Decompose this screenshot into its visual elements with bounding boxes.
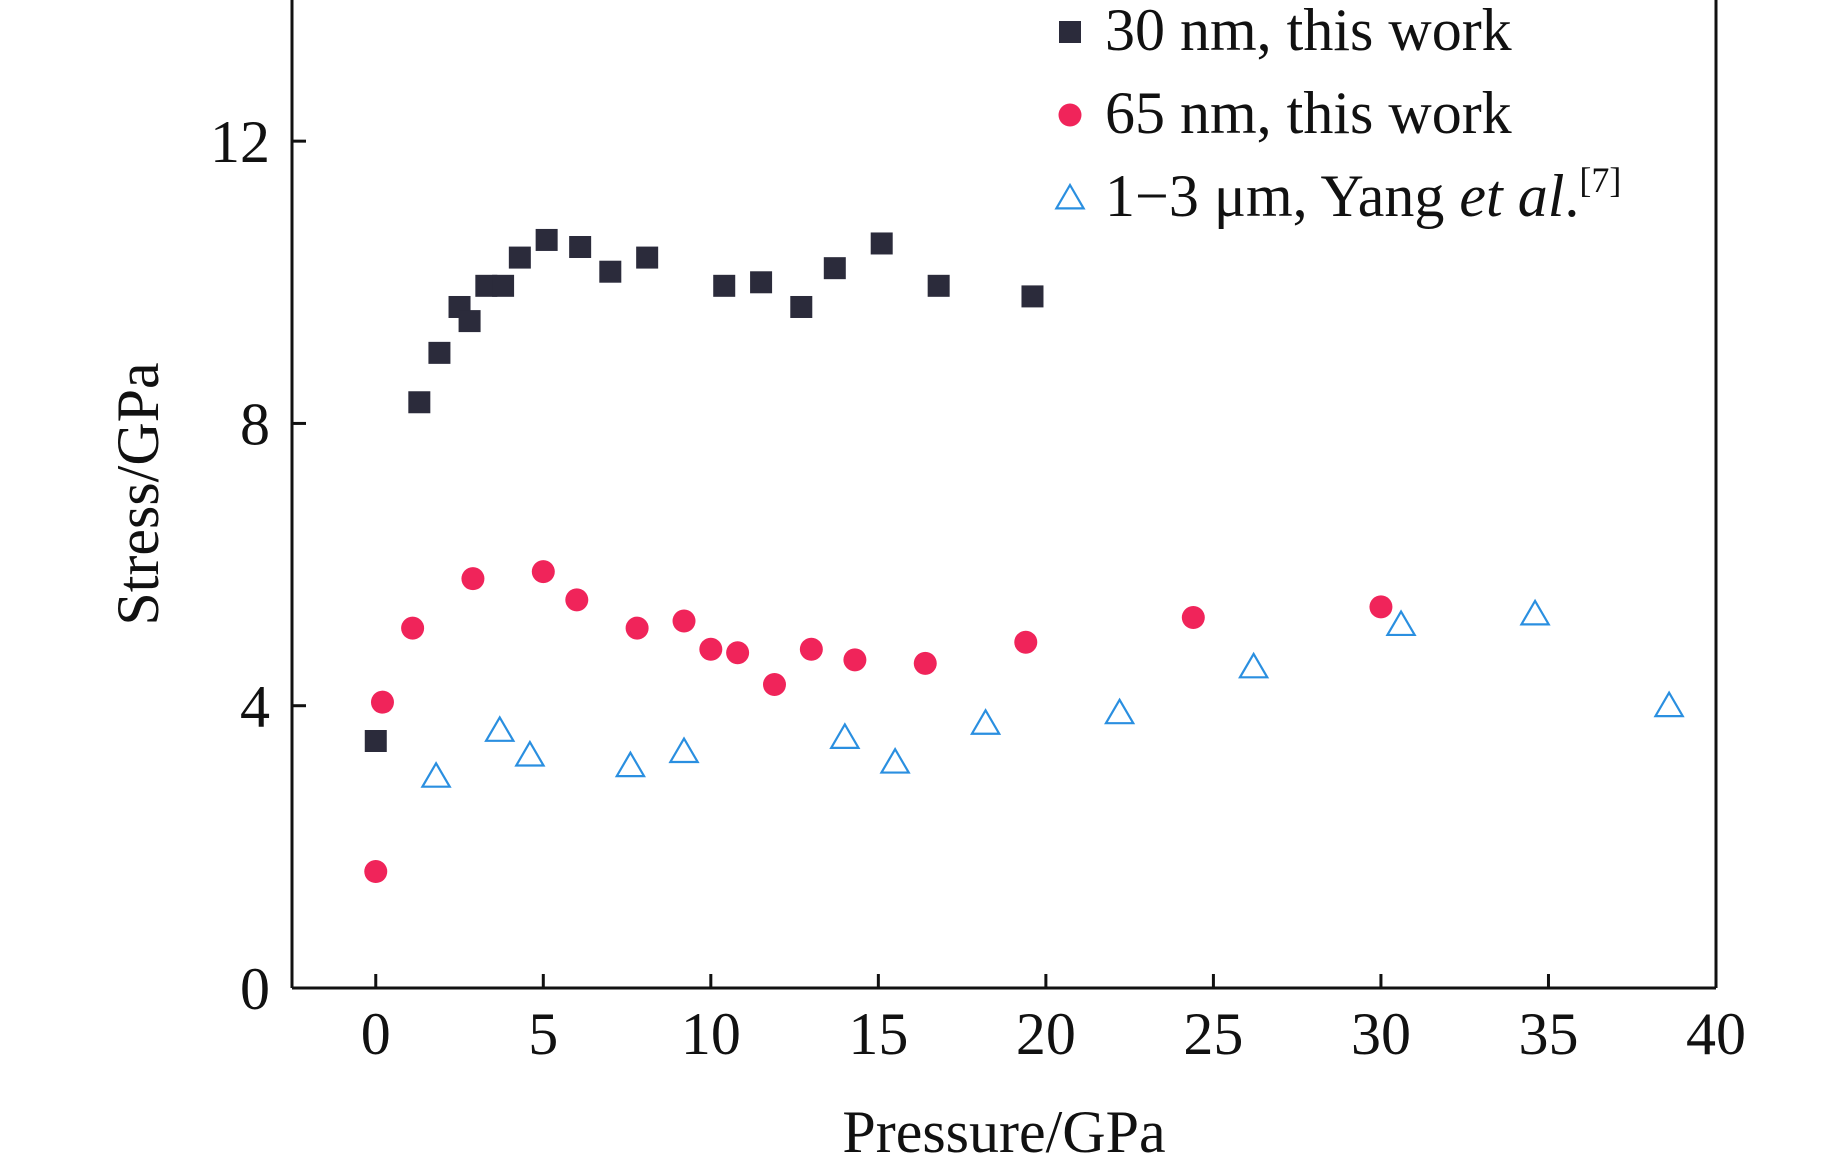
series-65nm-point [461,567,485,591]
series-30nm-point [927,274,950,297]
series-65nm-point [364,860,388,884]
series-yang-point [970,708,1002,735]
series-30nm-point [458,310,481,333]
legend-marker [1058,103,1082,127]
series-yang-point [829,722,861,749]
series-yang-point [879,746,911,774]
series-30nm-point [569,236,592,258]
y-axis-title: Stress/GPa [105,362,171,625]
series-65nm-point [726,641,750,665]
axes-layer: 0 5 10 15 20 25 30 35 40 0 4 8 12 [210,0,1746,1067]
series-yang-point [1519,598,1551,626]
series-65nm-point [1014,630,1038,654]
series-65nm-point [1369,595,1393,619]
series-30nm-point [1021,285,1044,308]
series-yang-point [1653,690,1685,718]
x-tick-label: 5 [528,1001,558,1067]
series-65nm-point [699,637,723,661]
y-tick-label: 12 [210,109,270,175]
legend-label: 1−3 μm, Yang et al.[7] [1105,160,1621,229]
series-30nm-point [428,341,451,364]
series-30nm-point [508,246,531,269]
legend-label: 65 nm, this work [1105,80,1512,146]
x-tick-label: 40 [1686,1001,1746,1067]
y-tick-label: 8 [240,391,270,457]
series-30nm-point [364,730,387,752]
series-yang-point [484,715,516,742]
x-tick-label: 30 [1351,1001,1411,1067]
series-30nm-point [823,257,846,280]
y-tick-label: 0 [240,956,270,1022]
series-30nm-point [636,246,659,269]
series-30nm-point [475,274,498,297]
series-30nm-point [599,260,622,283]
series-65nm-point [843,648,867,672]
series-65nm-point [370,690,394,714]
y-tick-label: 4 [240,674,270,740]
legend-marker [1054,182,1086,210]
series-group [420,598,1685,788]
series-30nm-point [790,295,813,318]
marks-layer [364,228,1685,884]
series-30nm-point [750,271,773,294]
series-65nm-point [672,609,696,633]
x-tick-label: 20 [1016,1001,1076,1067]
x-tick-label: 10 [681,1001,741,1067]
x-tick-label: 0 [361,1001,391,1067]
legend-label: 30 nm, this work [1105,0,1512,63]
series-65nm-point [913,651,937,675]
x-tick-label: 25 [1183,1001,1243,1067]
series-30nm-point [408,391,431,414]
series-yang-point [514,739,546,767]
series-30nm-point [870,232,893,255]
series-yang-point [420,761,452,788]
x-axis-title: Pressure/GPa [842,1099,1165,1165]
series-group [364,228,1044,752]
series-65nm-point [1181,606,1205,629]
series-30nm-point [492,274,515,297]
series-65nm-point [625,616,649,640]
series-yang-point [1238,651,1270,679]
series-group [364,560,1393,884]
series-yang-point [614,750,646,778]
x-tick-label: 35 [1518,1001,1578,1067]
series-30nm-point [713,274,736,297]
series-yang-point [1385,609,1417,637]
series-65nm-point [401,616,425,640]
series-yang-point [668,736,700,764]
legend: 30 nm, this work 65 nm, this work 1−3 μm, … [1054,0,1621,229]
series-65nm-point [799,637,823,661]
x-tick-label: 15 [848,1001,908,1067]
series-65nm-point [531,560,555,584]
series-65nm-point [762,673,786,697]
series-30nm-point [535,228,558,251]
series-65nm-point [565,588,589,612]
series-yang-point [1104,697,1136,725]
legend-marker [1059,21,1081,43]
